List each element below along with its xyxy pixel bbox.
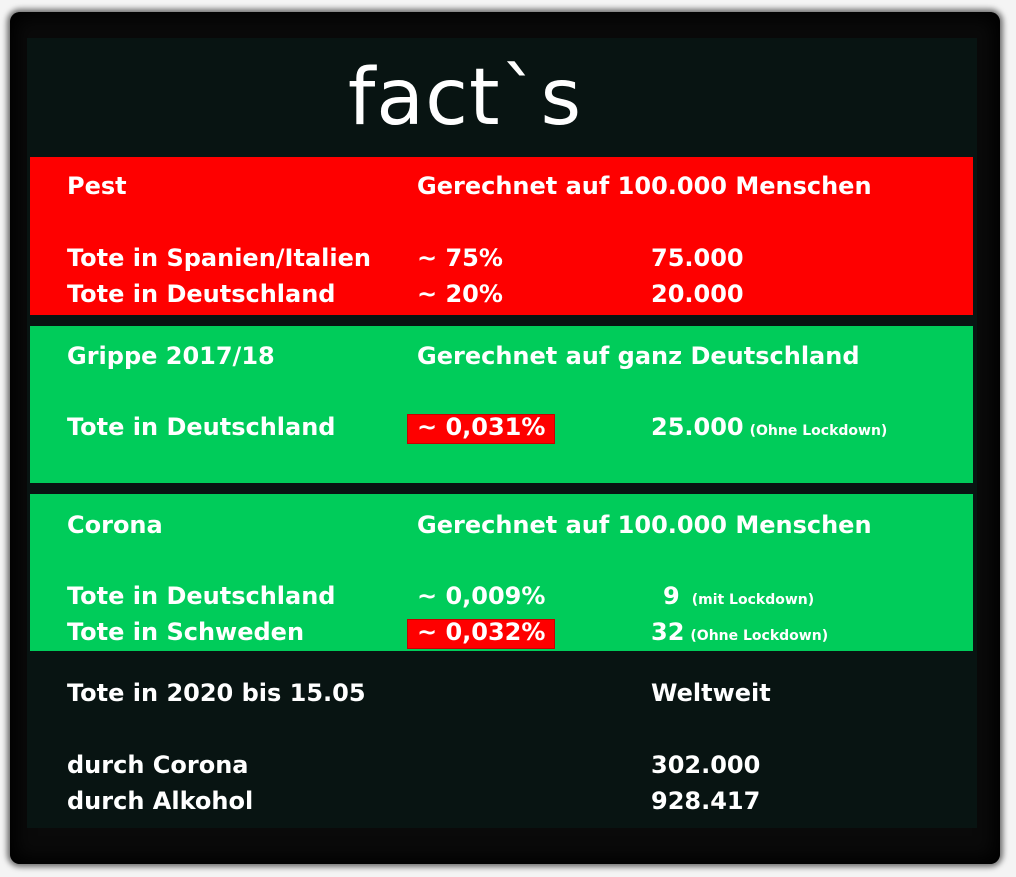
grippe-percent-highlight bbox=[407, 414, 555, 444]
grippe-basis: Gerechnet auf ganz Deutschland bbox=[417, 342, 860, 370]
pest-row-count: 75.000 bbox=[651, 244, 744, 272]
grippe-row-label: Tote in Deutschland bbox=[67, 413, 336, 441]
corona-row-percent: ~ 0,032% bbox=[417, 618, 546, 646]
title-text: fact`s bbox=[347, 53, 583, 143]
pest-row-count: 20.000 bbox=[651, 280, 744, 308]
corona-row-label: Tote in Deutschland bbox=[67, 582, 336, 610]
grippe-row-count: 25.000 (Ohne Lockdown) bbox=[651, 412, 887, 446]
pest-row-percent: ~ 20% bbox=[417, 280, 503, 308]
pest-basis: Gerechnet auf 100.000 Menschen bbox=[417, 172, 872, 200]
pest-row-label: Tote in Deutschland bbox=[67, 280, 336, 308]
world-row-label: durch Alkohol bbox=[67, 787, 254, 815]
grippe-panel bbox=[30, 326, 973, 483]
corona-count-note: (mit Lockdown) bbox=[691, 592, 815, 608]
corona-percent-highlight bbox=[407, 619, 555, 649]
corona-count-value: 9 bbox=[663, 582, 680, 610]
grippe-label: Grippe 2017/18 bbox=[67, 342, 275, 370]
corona-row-percent: ~ 0,009% bbox=[417, 582, 546, 610]
pest-row-label: Tote in Spanien/Italien bbox=[67, 244, 371, 272]
world-scope: Weltweit bbox=[651, 679, 771, 707]
pest-label: Pest bbox=[67, 172, 127, 200]
grippe-count-note: (Ohne Lockdown) bbox=[749, 423, 888, 439]
corona-count-note: (Ohne Lockdown) bbox=[690, 628, 829, 644]
world-row-count: 302.000 bbox=[651, 751, 761, 779]
pest-panel bbox=[30, 157, 973, 315]
corona-count-value: 32 bbox=[651, 618, 685, 646]
world-row-label: durch Corona bbox=[67, 751, 249, 779]
world-row-count: 928.417 bbox=[651, 787, 761, 815]
poster-title: fact`s bbox=[0, 50, 970, 146]
grippe-row-percent: ~ 0,031% bbox=[417, 413, 546, 441]
corona-row-count: 9 (mit Lockdown) bbox=[663, 581, 814, 615]
grippe-count-value: 25.000 bbox=[651, 413, 744, 441]
corona-basis: Gerechnet auf 100.000 Menschen bbox=[417, 511, 872, 539]
corona-label: Corona bbox=[67, 511, 163, 539]
corona-row-label: Tote in Schweden bbox=[67, 618, 305, 646]
world-label: Tote in 2020 bis 15.05 bbox=[67, 679, 366, 707]
pest-row-percent: ~ 75% bbox=[417, 244, 503, 272]
corona-row-count: 32 (Ohne Lockdown) bbox=[651, 617, 828, 651]
